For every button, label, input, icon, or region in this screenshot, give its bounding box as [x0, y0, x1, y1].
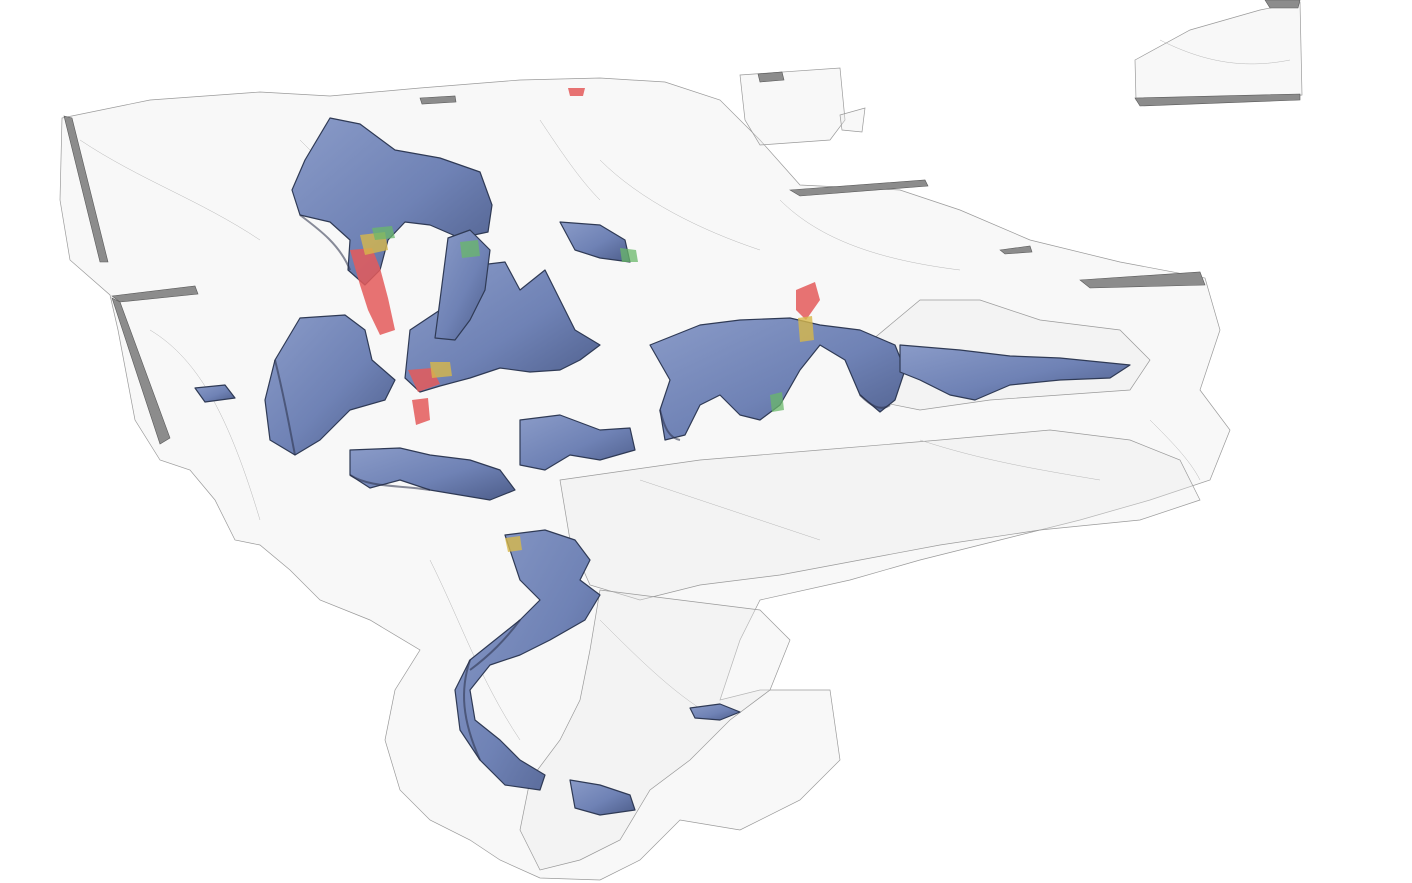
pore-small-left: [194, 384, 236, 403]
pore-network: [194, 117, 1131, 816]
slab-edges: [63, 0, 1301, 445]
pore-left-mid: [264, 314, 396, 456]
pore-center-lower: [519, 414, 636, 471]
pore-right-tail: [899, 344, 1131, 401]
value-highlights: [350, 88, 820, 552]
pore-bottom: [569, 779, 636, 816]
pore-lower-left: [349, 447, 516, 501]
pore-central-strand: [434, 229, 491, 341]
pore-descending: [454, 529, 601, 791]
pore-upper-left: [291, 117, 493, 286]
pore-central: [404, 261, 601, 393]
pore-right-central: [649, 317, 906, 441]
pore-shading: [274, 214, 891, 761]
matrix-shell: [59, 1, 1303, 881]
pore-bottom-mid: [689, 703, 741, 721]
